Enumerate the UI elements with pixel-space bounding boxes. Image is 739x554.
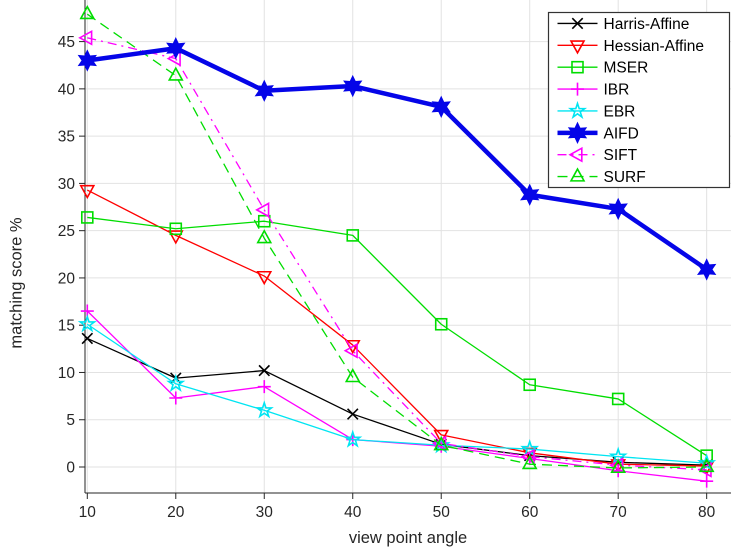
y-tick-label: 0 (66, 460, 75, 477)
y-tick-label: 10 (58, 365, 76, 382)
x-tick-label: 80 (698, 504, 716, 521)
legend-item-surf: SURF (557, 167, 646, 186)
legend-item-hessian-affine: Hessian-Affine (557, 38, 705, 55)
x-axis-label: view point angle (348, 529, 468, 547)
axes: 10 20 30 40 50 60 70 80 0 5 10 15 20 25 30 35 40 45 (58, 0, 731, 521)
legend-label: AIFD (604, 125, 639, 142)
series-mser (81, 211, 713, 462)
y-tick-label: 45 (58, 34, 75, 51)
legend-label: EBR (604, 103, 636, 120)
y-tick-label: 20 (58, 270, 76, 287)
legend-label: SIFT (604, 147, 638, 164)
x-tick-label: 70 (610, 504, 628, 521)
y-tick-label: 30 (58, 176, 76, 193)
legend-item-aifd: AIFD (557, 121, 639, 144)
x-tick-label: 30 (256, 504, 274, 521)
x-tick-label: 20 (167, 504, 185, 521)
x-tick-label: 10 (79, 504, 97, 521)
y-axis-label: matching score % (7, 217, 26, 349)
legend-item-ibr: IBR (557, 82, 630, 99)
legend-item-mser: MSER (557, 60, 649, 77)
x-tick-label: 40 (344, 504, 362, 521)
y-tick-label: 40 (58, 81, 76, 98)
y-tick-label: 35 (58, 129, 75, 146)
legend-label: IBR (604, 82, 630, 99)
legend-label: SURF (604, 169, 646, 186)
y-tick-label: 15 (58, 318, 75, 335)
legend-label: Harris-Affine (604, 16, 690, 33)
y-tick-label: 5 (66, 412, 75, 429)
series-surf (79, 5, 715, 474)
series-sift (78, 29, 712, 478)
grid (85, 0, 731, 493)
legend-label: Hessian-Affine (604, 38, 705, 55)
x-tick-label: 60 (521, 504, 539, 521)
x-tick-label: 50 (433, 504, 451, 521)
legend-label: MSER (604, 60, 649, 77)
legend: Harris-Affine Hessian-Affine MSER IBR EBR AIF… (547, 11, 731, 189)
legend-item-harris-affine: Harris-Affine (557, 16, 690, 33)
legend-item-sift: SIFT (557, 146, 638, 164)
y-tick-label: 25 (58, 223, 75, 240)
series-aifd (77, 37, 717, 281)
legend-item-ebr: EBR (557, 100, 636, 120)
